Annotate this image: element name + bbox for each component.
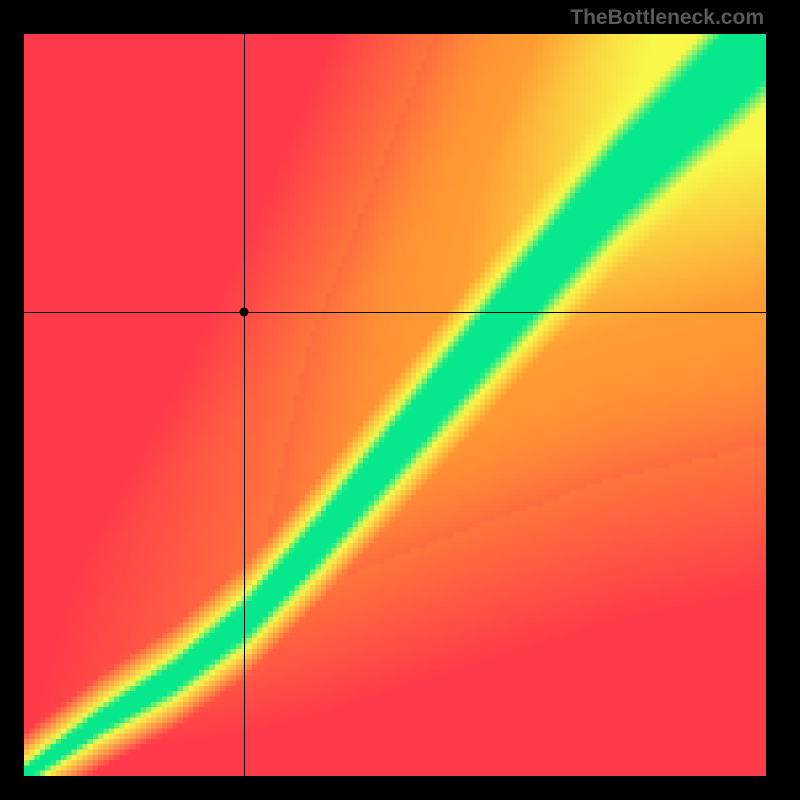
heatmap-canvas [24,34,766,776]
crosshair-vertical [244,34,245,776]
heatmap-plot [24,34,766,776]
crosshair-horizontal [24,312,766,313]
marker-point [239,308,248,317]
watermark-text: TheBottleneck.com [570,6,764,30]
